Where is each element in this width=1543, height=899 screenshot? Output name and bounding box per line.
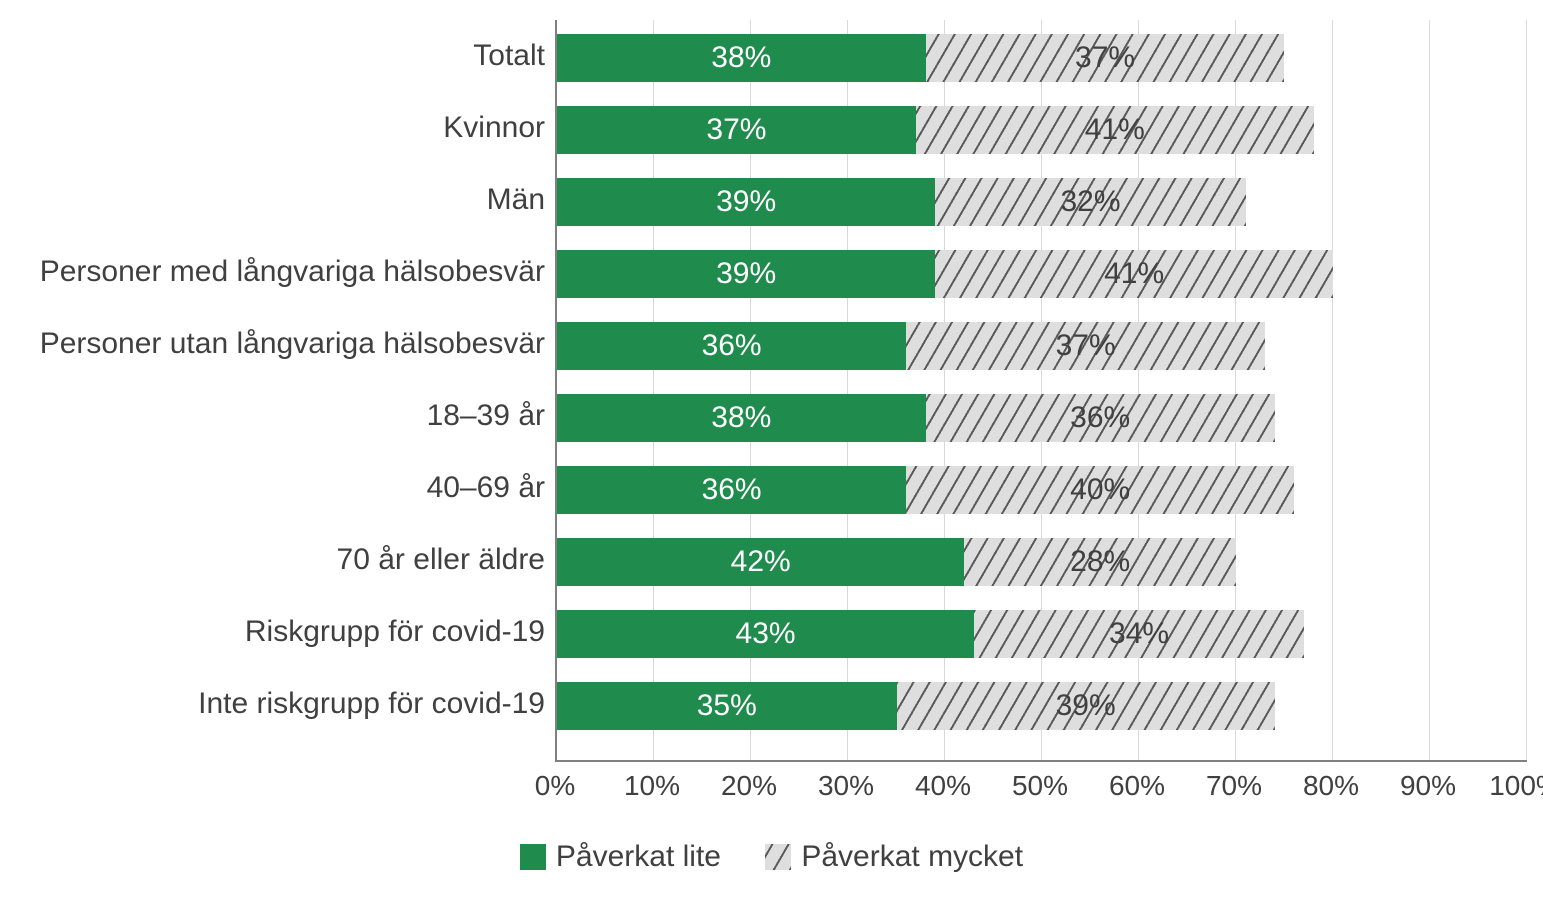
bar-row: 38% 37% xyxy=(557,34,1527,82)
x-tick-label: 0% xyxy=(535,770,575,802)
bar-value-label: 32% xyxy=(1060,185,1120,219)
bar-value-label: 37% xyxy=(1056,329,1116,363)
x-tick-label: 30% xyxy=(818,770,874,802)
category-label: Män xyxy=(0,183,545,217)
category-label: Inte riskgrupp för covid-19 xyxy=(0,687,545,721)
bar-row: 42% 28% xyxy=(557,538,1527,586)
category-label: 18–39 år xyxy=(0,399,545,433)
bar-value-label: 37% xyxy=(1075,41,1135,75)
bar-row: 36% 40% xyxy=(557,466,1527,514)
x-tick-label: 80% xyxy=(1303,770,1359,802)
x-axis-ticks: 0%10%20%30%40%50%60%70%80%90%100% xyxy=(555,770,1525,810)
x-tick-label: 90% xyxy=(1400,770,1456,802)
x-tick-label: 70% xyxy=(1206,770,1262,802)
bar-value-label: 35% xyxy=(697,689,757,723)
bar-segment-mycket: 32% xyxy=(935,178,1245,226)
bar-value-label: 38% xyxy=(711,401,771,435)
bar-value-label: 36% xyxy=(702,473,762,507)
x-tick-label: 40% xyxy=(915,770,971,802)
bar-value-label: 39% xyxy=(716,185,776,219)
bar-segment-lite: 43% xyxy=(557,610,974,658)
bar-segment-lite: 39% xyxy=(557,250,935,298)
bar-value-label: 38% xyxy=(711,41,771,75)
legend-item-lite: Påverkat lite xyxy=(520,840,721,874)
bar-value-label: 28% xyxy=(1070,545,1130,579)
category-label: Totalt xyxy=(0,39,545,73)
bar-row: 37% 41% xyxy=(557,106,1527,154)
bar-row: 43% 34% xyxy=(557,610,1527,658)
bar-segment-mycket: 40% xyxy=(906,466,1294,514)
bar-segment-mycket: 37% xyxy=(926,34,1285,82)
bar-segment-lite: 36% xyxy=(557,466,906,514)
bar-value-label: 41% xyxy=(1104,257,1164,291)
x-tick-label: 20% xyxy=(721,770,777,802)
x-tick-label: 10% xyxy=(624,770,680,802)
legend-swatch-mycket xyxy=(765,844,791,870)
legend-label-lite: Påverkat lite xyxy=(556,840,721,874)
bar-segment-mycket: 37% xyxy=(906,322,1265,370)
bar-segment-mycket: 34% xyxy=(974,610,1304,658)
bar-row: 35% 39% xyxy=(557,682,1527,730)
bar-value-label: 39% xyxy=(716,257,776,291)
bar-segment-mycket: 41% xyxy=(935,250,1333,298)
bar-value-label: 41% xyxy=(1085,113,1145,147)
bar-value-label: 43% xyxy=(736,617,796,651)
legend-label-mycket: Påverkat mycket xyxy=(801,840,1023,874)
bar-row: 39% 32% xyxy=(557,178,1527,226)
bar-row: 38% 36% xyxy=(557,394,1527,442)
legend-swatch-lite xyxy=(520,844,546,870)
bar-segment-lite: 36% xyxy=(557,322,906,370)
bar-row: 36% 37% xyxy=(557,322,1527,370)
legend-item-mycket: Påverkat mycket xyxy=(765,840,1023,874)
category-label: Kvinnor xyxy=(0,111,545,145)
bar-segment-mycket: 39% xyxy=(897,682,1275,730)
bar-segment-lite: 38% xyxy=(557,394,926,442)
bar-segment-mycket: 28% xyxy=(964,538,1236,586)
stacked-bar-chart: Totalt Kvinnor Män Personer med långvariga … xyxy=(0,0,1543,899)
bar-value-label: 36% xyxy=(702,329,762,363)
bar-segment-mycket: 36% xyxy=(926,394,1275,442)
x-tick-label: 60% xyxy=(1109,770,1165,802)
plot-area: 38% 37% 37% 41% 39% 32% 39% 41% 36% 37% 38% 36% 36% 4… xyxy=(555,20,1527,762)
bar-segment-mycket: 41% xyxy=(916,106,1314,154)
bar-value-label: 39% xyxy=(1056,689,1116,723)
bar-segment-lite: 37% xyxy=(557,106,916,154)
category-label: Riskgrupp för covid-19 xyxy=(0,615,545,649)
bar-row: 39% 41% xyxy=(557,250,1527,298)
category-label: Personer utan långvariga hälsobesvär xyxy=(0,327,545,361)
bar-segment-lite: 42% xyxy=(557,538,964,586)
bar-value-label: 40% xyxy=(1070,473,1130,507)
category-label: 70 år eller äldre xyxy=(0,543,545,577)
x-tick-label: 50% xyxy=(1012,770,1068,802)
bar-segment-lite: 38% xyxy=(557,34,926,82)
bar-value-label: 36% xyxy=(1070,401,1130,435)
bar-segment-lite: 39% xyxy=(557,178,935,226)
category-label: Personer med långvariga hälsobesvär xyxy=(0,255,545,289)
bar-value-label: 34% xyxy=(1109,617,1169,651)
category-label: 40–69 år xyxy=(0,471,545,505)
x-tick-label: 100% xyxy=(1489,770,1543,802)
legend: Påverkat lite Påverkat mycket xyxy=(0,840,1543,878)
bar-segment-lite: 35% xyxy=(557,682,897,730)
bar-value-label: 42% xyxy=(731,545,791,579)
bar-value-label: 37% xyxy=(706,113,766,147)
